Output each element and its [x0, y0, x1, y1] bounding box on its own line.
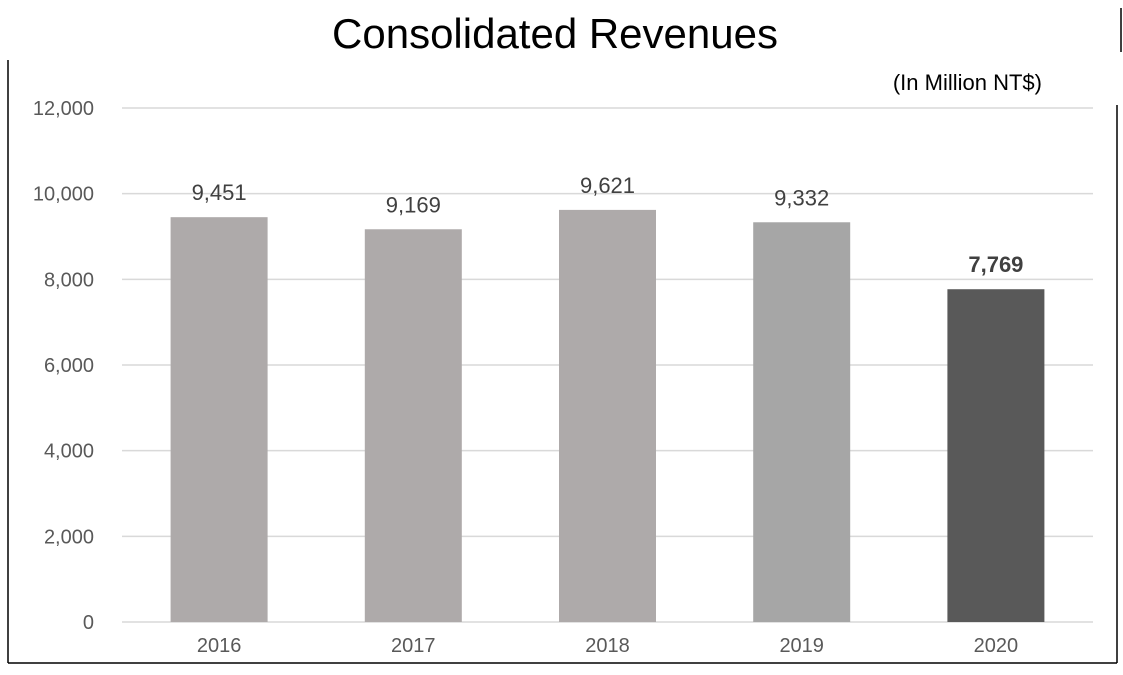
bars: 9,451 9,169 9,621 9,332 7,769 [170, 173, 1045, 622]
chart-unit-label: (In Million NT$) [893, 70, 1042, 95]
data-label-2019: 9,332 [774, 185, 829, 210]
y-tick-label: 6,000 [44, 355, 94, 377]
bar-2016 [170, 217, 268, 622]
y-tick-label: 8,000 [44, 269, 94, 291]
data-label-2017: 9,169 [386, 192, 441, 217]
y-tick-label: 2,000 [44, 526, 94, 548]
bar-2020 [947, 289, 1045, 622]
data-label-2020: 7,769 [968, 252, 1023, 277]
y-tick-label: 10,000 [33, 184, 94, 206]
bar-2019 [753, 222, 851, 622]
y-tick-label: 12,000 [33, 98, 94, 120]
x-tick-label-2017: 2017 [391, 635, 436, 657]
data-label-2016: 9,451 [192, 180, 247, 205]
x-tick-label-2020: 2020 [974, 635, 1019, 657]
x-tick-label-2019: 2019 [779, 635, 824, 657]
x-tick-label-2018: 2018 [585, 635, 630, 657]
chart-title: Consolidated Revenues [332, 10, 778, 57]
x-axis: 2016 2017 2018 2019 2020 [197, 635, 1018, 657]
bar-2017 [364, 229, 462, 622]
bar-2018 [559, 209, 656, 622]
data-label-2018: 9,621 [580, 173, 635, 198]
x-tick-label-2016: 2016 [197, 635, 242, 657]
y-tick-label: 4,000 [44, 441, 94, 463]
y-axis: 0 2,000 4,000 6,000 8,000 10,000 12,000 [33, 98, 94, 634]
y-tick-label: 0 [83, 612, 94, 634]
